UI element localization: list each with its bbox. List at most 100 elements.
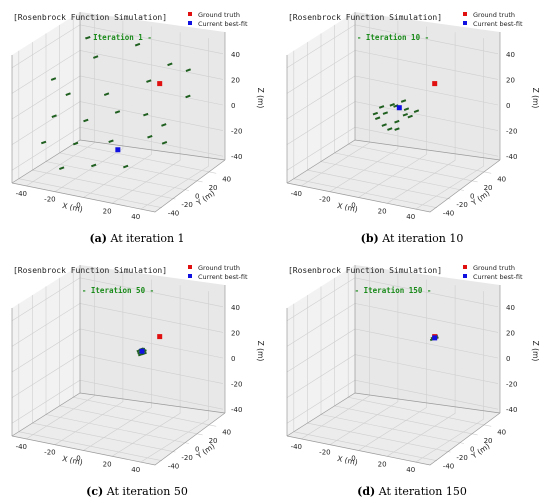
caption-text: At iteration 1 <box>107 232 185 245</box>
z-axis-label: Z (m) <box>531 88 540 109</box>
swarm <box>40 35 191 170</box>
back-pane <box>80 12 225 160</box>
swarm-point <box>91 163 97 168</box>
z-tick-label: 40 <box>231 51 240 59</box>
floor-edge <box>11 412 226 466</box>
y-tick-label: -20 <box>456 454 467 462</box>
legend-entry: Current best-fit <box>473 273 523 281</box>
grid-line <box>386 32 456 204</box>
swarm-point <box>143 112 149 117</box>
x-axis-label: X (m) <box>336 454 358 467</box>
z-tick-label: -20 <box>231 381 242 389</box>
x-tick-label: 40 <box>406 466 415 474</box>
box-edges <box>11 265 226 466</box>
best-fit-point <box>396 105 402 111</box>
caption-text: At iteration 50 <box>103 485 188 498</box>
z-tick-label: 40 <box>506 51 515 59</box>
x-tick-label: -40 <box>291 443 302 451</box>
subplot-caption: (c) At iteration 50 <box>86 485 188 498</box>
y-tick-label: -20 <box>181 201 192 209</box>
y-tick-label: -40 <box>443 463 454 471</box>
z-axis-label: Z (m) <box>256 341 265 362</box>
legend-entry: Ground truth <box>473 264 515 272</box>
grid-line <box>415 291 484 463</box>
grid-line <box>358 279 427 451</box>
z-tick-label: 0 <box>506 102 510 110</box>
x-tick-label: -20 <box>319 196 330 204</box>
grid-line <box>415 38 484 210</box>
caption-text: At iteration 150 <box>375 485 467 498</box>
subplot-caption: (b) At iteration 10 <box>361 232 464 245</box>
z-tick-label: -40 <box>231 153 242 161</box>
y-tick-label: 20 <box>484 437 493 445</box>
grid-line <box>329 20 399 192</box>
swarm-point <box>161 123 167 127</box>
floor-edge <box>286 412 501 466</box>
legend-entry: Ground truth <box>473 11 515 19</box>
z-tick-label: 0 <box>231 102 235 110</box>
swarm-point <box>393 104 399 108</box>
swarm-point <box>114 110 121 114</box>
grid-line <box>111 285 181 457</box>
swarm-point <box>400 99 407 103</box>
z-tick-label: 40 <box>506 304 515 312</box>
swarm-point <box>123 164 129 169</box>
legend-marker <box>188 274 192 278</box>
y-tick-label: 40 <box>497 428 506 436</box>
x-tick-label: -20 <box>319 449 330 457</box>
y-tick-label: -40 <box>443 210 454 218</box>
z-tick-label: 40 <box>231 304 240 312</box>
z-tick-label: 20 <box>506 329 515 337</box>
x-tick-label: 40 <box>406 213 415 221</box>
z-tick-label: -40 <box>506 153 517 161</box>
swarm-point <box>93 55 99 59</box>
chart-title: [Rosenbrock Function Simulation] <box>288 13 442 22</box>
legend-marker <box>188 12 192 16</box>
best-fit-point <box>115 147 121 153</box>
z-tick-label: -20 <box>506 128 517 136</box>
z-axis-label: Z (m) <box>531 341 540 362</box>
swarm-point <box>407 114 413 119</box>
iteration-label: - Iteration 150 - <box>355 286 432 295</box>
ground-truth-point <box>157 334 163 340</box>
chart-title: [Rosenbrock Function Simulation] <box>13 266 167 275</box>
grid-line <box>54 20 124 192</box>
legend-marker <box>188 265 192 269</box>
swarm-point <box>394 119 400 124</box>
y-tick-label: -20 <box>181 454 192 462</box>
y-tick-label: 0 <box>470 446 474 454</box>
legend-marker <box>463 12 467 16</box>
x-tick-label: 20 <box>103 460 112 468</box>
y-tick-label: 40 <box>222 175 231 183</box>
z-tick-label: 20 <box>506 76 515 84</box>
x-tick-label: 20 <box>103 207 112 215</box>
chart-title: [Rosenbrock Function Simulation] <box>13 13 167 22</box>
swarm-point <box>374 116 381 121</box>
swarm-point <box>108 139 114 144</box>
y-tick-label: -40 <box>168 463 179 471</box>
swarm-point <box>378 105 385 109</box>
y-tick-label: 0 <box>195 193 199 201</box>
x-axis-label: X (m) <box>61 201 83 214</box>
legend-entry: Ground truth <box>198 264 240 272</box>
swarm-point <box>103 92 110 96</box>
best-fit-point <box>432 335 438 341</box>
back-pane <box>355 12 500 160</box>
caption-label: (d) <box>357 485 375 498</box>
grid-line <box>140 291 209 463</box>
legend-marker <box>463 274 467 278</box>
swarm-point <box>59 166 65 170</box>
back-pane <box>80 265 225 413</box>
swarm-point <box>65 92 71 96</box>
z-tick-label: 20 <box>231 76 240 84</box>
z-tick-label: 20 <box>231 329 240 337</box>
y-tick-label: 0 <box>195 446 199 454</box>
swarm-point <box>137 352 144 357</box>
box-edges <box>286 12 501 213</box>
